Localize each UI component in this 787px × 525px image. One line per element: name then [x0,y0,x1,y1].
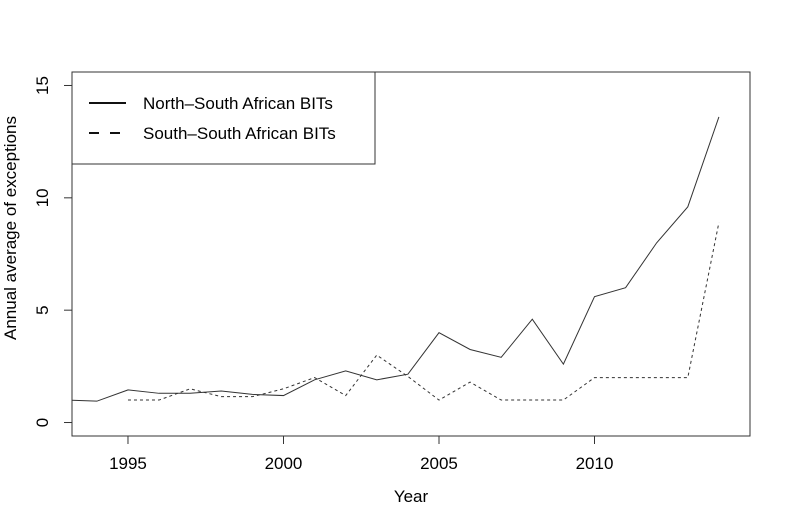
x-axis-title: Year [394,487,429,506]
y-axis: 0 5 10 15 [33,76,72,427]
plot-frame [71,71,751,437]
x-tick-label: 2005 [420,454,458,473]
legend-label-south-south: South–South African BITs [143,124,336,143]
y-tick-label: 5 [33,305,52,314]
legend-box [71,71,376,165]
legend: North–South African BITs South–South Afr… [71,71,376,165]
series-line-north-south [72,116,720,402]
y-tick-label: 15 [33,76,52,95]
x-tick-label: 2000 [265,454,303,473]
y-tick-label: 10 [33,188,52,207]
x-tick-label: 2010 [576,454,614,473]
x-tick-label: 1995 [109,454,147,473]
series-line-south-south [127,222,720,401]
y-tick-label: 0 [33,418,52,427]
y-axis-title: Annual average of exceptions [1,116,20,340]
legend-label-north-south: North–South African BITs [143,94,333,113]
x-axis: 1995 2000 2005 2010 [109,436,613,473]
series-layer [72,116,720,402]
